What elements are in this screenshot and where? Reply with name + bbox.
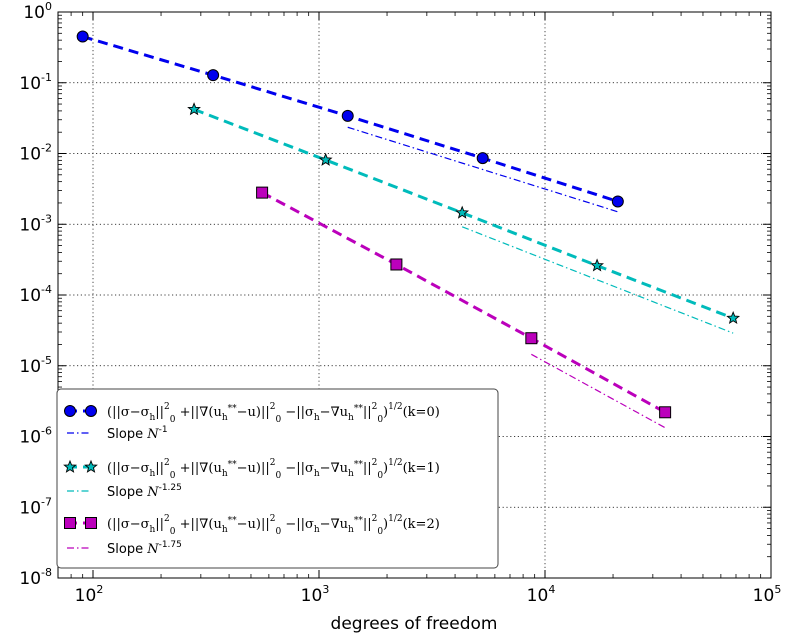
data-point-circle — [341, 109, 354, 122]
legend-label: Slope N-1 — [107, 425, 168, 442]
data-point-star — [455, 205, 470, 219]
x-tick-label: 104 — [527, 583, 556, 606]
series-line-2 — [193, 108, 734, 320]
data-point-circle — [76, 30, 89, 43]
legend-marker-square — [85, 517, 97, 529]
data-point-square — [659, 406, 672, 419]
data-point-star — [318, 152, 333, 166]
y-tick-label: 10-2 — [19, 142, 52, 165]
x-axis-label: degrees of freedom — [331, 614, 498, 634]
data-point-star — [590, 258, 604, 272]
data-point-circle — [207, 69, 220, 82]
y-tick-label: 10-8 — [19, 566, 52, 589]
data-point-square — [525, 332, 538, 345]
x-tick-label: 105 — [753, 583, 782, 606]
legend-label: Slope N-1.25 — [107, 483, 182, 500]
data-point-star — [726, 310, 741, 325]
legend-label: (||σ−σh||20 +||∇(uh**−u)||20 −||σh−∇uh**… — [107, 514, 440, 537]
legend-marker-square — [64, 517, 76, 529]
series-layer — [76, 30, 741, 429]
legend-label: Slope N-1.75 — [107, 540, 182, 557]
y-tick-label: 10-4 — [19, 283, 52, 306]
legend-marker-circle — [85, 405, 97, 417]
tick-marks — [57, 11, 772, 579]
data-point-circle — [611, 195, 624, 208]
y-tick-label: 10-5 — [19, 354, 52, 377]
y-tick-label: 10-6 — [19, 425, 52, 448]
data-point-star — [187, 102, 201, 116]
data-point-circle — [476, 152, 489, 165]
series-line-1 — [347, 126, 618, 213]
legend-label: (||σ−σh||20 +||∇(uh**−u)||20 −||σh−∇uh**… — [107, 458, 440, 481]
legend-marker-circle — [64, 405, 76, 417]
data-point-square — [256, 186, 269, 199]
legend-marker-star — [84, 459, 98, 473]
x-tick-label: 103 — [301, 583, 330, 606]
legend: (||σ−σh||20 +||∇(uh**−u)||20 −||σh−∇uh**… — [56, 388, 499, 569]
legend-label: (||σ−σh||20 +||∇(uh**−u)||20 −||σh−∇uh**… — [107, 402, 440, 425]
data-point-square — [390, 258, 403, 271]
tick-labels: 102 103 104 105 100 10-1 10-2 10-3 10-4 10-5 10-6 1… — [19, 0, 781, 606]
y-tick-label: 10-3 — [19, 212, 52, 235]
series-line-3 — [461, 226, 734, 334]
y-tick-label: 100 — [23, 0, 52, 23]
series-line-5 — [531, 353, 666, 429]
x-tick-label: 102 — [75, 583, 104, 606]
y-tick-label: 10-7 — [19, 495, 52, 518]
legend-box — [56, 388, 499, 569]
series-line-4 — [261, 191, 666, 414]
legend-marker-star — [63, 459, 77, 473]
y-tick-label: 10-1 — [19, 71, 52, 94]
